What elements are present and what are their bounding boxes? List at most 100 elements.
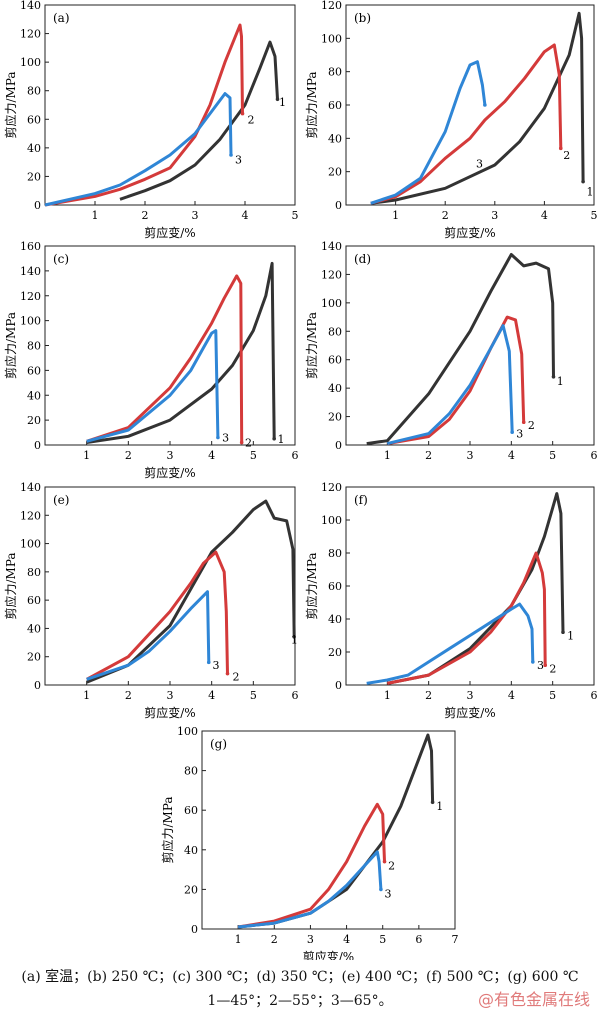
series-end-point-1 (292, 635, 296, 639)
y-tick-label: 140 (20, 265, 41, 278)
x-tick-label: 1 (92, 209, 99, 222)
x-tick-label: 5 (292, 209, 299, 222)
y-tick-label: 60 (328, 354, 342, 367)
y-tick-label: 40 (328, 613, 342, 626)
plot-frame (44, 245, 296, 446)
y-tick-label: 60 (328, 580, 342, 593)
x-tick-label: 6 (415, 933, 422, 946)
series-line-2 (44, 23, 244, 207)
y-tick-label: 0 (335, 439, 342, 452)
series-line-1 (86, 261, 276, 444)
series-label-3: 3 (476, 157, 483, 170)
y-tick-label: 100 (321, 514, 342, 527)
series-label-2: 2 (563, 149, 570, 162)
x-tick-label: 4 (508, 449, 515, 462)
y-tick-label: 140 (20, 0, 41, 12)
x-tick-label: 3 (192, 209, 199, 222)
y-axis-label: 剪应力/MPa (3, 312, 18, 379)
series-end-point-1 (275, 97, 280, 102)
series-label-1: 1 (587, 186, 594, 199)
series-label-3: 3 (537, 659, 544, 672)
series-label-3: 3 (222, 432, 229, 445)
panel-label: (a) (53, 11, 70, 25)
series-line-3 (370, 60, 487, 205)
y-tick-label: 40 (27, 142, 41, 155)
plot-frame (44, 4, 296, 206)
series-label-2: 2 (549, 663, 556, 676)
series-line-3 (386, 324, 514, 446)
series-label-3: 3 (235, 153, 242, 166)
x-tick-label: 2 (271, 933, 278, 946)
x-tick-label: 2 (425, 449, 432, 462)
series-end-point-3 (483, 103, 487, 107)
y-tick-label: 60 (328, 99, 342, 112)
series-line-3 (366, 602, 535, 685)
y-tick-label: 120 (20, 509, 41, 522)
series-label-1: 1 (557, 375, 564, 388)
y-tick-label: 100 (20, 56, 41, 69)
x-tick-label: 5 (379, 933, 386, 946)
series-label-1: 1 (436, 800, 443, 813)
panel-label: (d) (354, 252, 371, 266)
y-tick-label: 40 (27, 622, 41, 635)
panel-label: (e) (53, 493, 69, 507)
y-tick-label: 20 (328, 166, 342, 179)
series-label-3: 3 (385, 887, 392, 900)
y-tick-label: 60 (27, 113, 41, 126)
x-tick-label: 5 (250, 449, 257, 462)
series-end-point-2 (382, 859, 387, 864)
y-tick-label: 40 (27, 389, 41, 402)
series-end-point-1 (551, 374, 556, 379)
y-tick-label: 140 (321, 240, 342, 253)
series-line-1 (237, 733, 435, 929)
y-tick-label: 80 (184, 765, 198, 778)
panel-label: (g) (210, 737, 227, 751)
x-tick-label: 5 (591, 209, 598, 222)
x-tick-label: 5 (549, 689, 556, 702)
series-end-point-3 (216, 435, 220, 440)
x-tick-label: 1 (384, 689, 391, 702)
chart-panel: 0 20 40 60 80 100 120 140 1 2 3 4 5 (a) 剪应变/% 剪应力/MPa 1 2… (3, 0, 299, 240)
x-tick-label: 5 (250, 689, 257, 702)
y-tick-label: 160 (20, 240, 41, 253)
y-axis-label: 剪应力/MPa (304, 312, 319, 379)
x-tick-label: 1 (384, 449, 391, 462)
y-tick-label: 140 (20, 481, 41, 494)
y-tick-label: 20 (184, 883, 198, 896)
y-tick-label: 100 (177, 725, 198, 738)
series-line-1 (86, 499, 296, 684)
x-tick-label: 3 (167, 449, 174, 462)
y-tick-label: 120 (20, 290, 41, 303)
y-tick-label: 20 (328, 646, 342, 659)
y-axis-label: 剪应力/MPa (304, 71, 319, 138)
y-tick-label: 0 (335, 199, 342, 212)
y-axis-label: 剪应力/MPa (304, 552, 319, 619)
y-tick-label: 0 (34, 199, 41, 212)
x-tick-label: 4 (242, 209, 249, 222)
series-label-2: 2 (245, 437, 252, 450)
x-tick-label: 4 (343, 933, 350, 946)
y-tick-label: 60 (184, 804, 198, 817)
series-end-point-1 (561, 630, 565, 634)
figure-caption-panels: (a) 室温；(b) 250 ℃；(c) 300 ℃；(d) 350 ℃；(e)… (21, 969, 579, 985)
x-axis-label: 剪应变/% (444, 225, 495, 240)
y-tick-label: 80 (328, 325, 342, 338)
y-tick-label: 120 (321, 481, 342, 494)
y-tick-label: 0 (34, 439, 41, 452)
series-line-1 (387, 492, 565, 685)
x-tick-label: 4 (508, 689, 515, 702)
series-label-2: 2 (248, 113, 255, 126)
series-line-3 (237, 850, 383, 929)
x-tick-label: 5 (549, 449, 556, 462)
x-tick-label: 1 (83, 449, 90, 462)
series-label-3: 3 (516, 428, 523, 441)
x-tick-label: 2 (442, 209, 449, 222)
y-axis-label: 剪应力/MPa (3, 71, 18, 138)
series-line-2 (387, 551, 547, 685)
x-tick-label: 7 (452, 933, 459, 946)
y-tick-label: 40 (328, 382, 342, 395)
watermark: @有色金属在线 (477, 990, 590, 1009)
